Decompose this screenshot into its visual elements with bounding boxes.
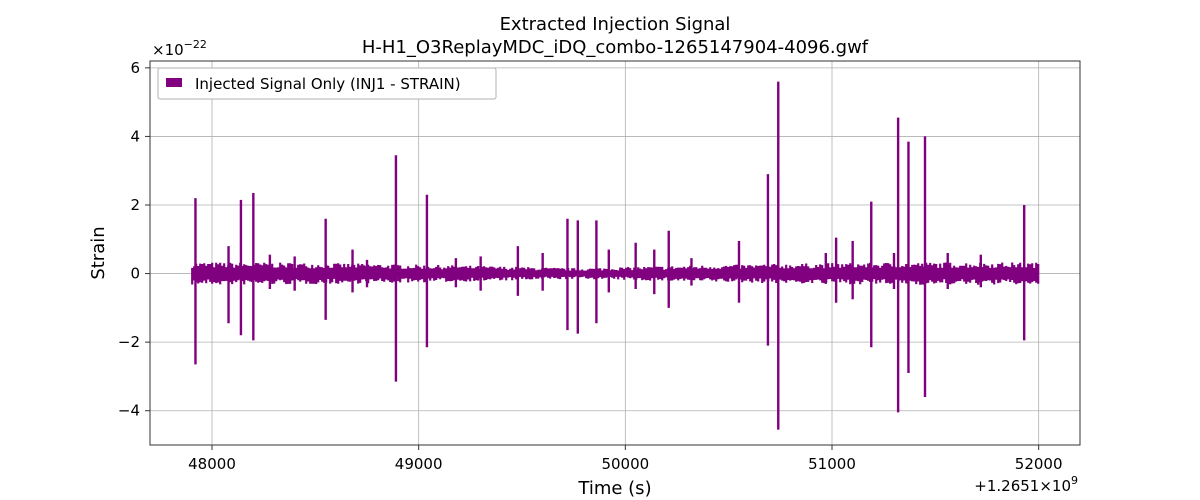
y-tick-label: −2	[118, 333, 140, 351]
y-axis-ticks: −4 −2 0 2 4 6	[118, 59, 150, 420]
x-tick-label: 50000	[601, 455, 649, 473]
y-tick-label: 0	[130, 265, 140, 283]
y-tick-label: −4	[118, 402, 140, 420]
y-tick-label: 4	[130, 127, 140, 145]
plot-area: 48000 49000 50000 51000 52000 −4 −2 0 2 4 6	[118, 59, 1081, 473]
x-tick-label: 48000	[188, 455, 236, 473]
y-scale-exponent: −22	[184, 38, 207, 51]
x-offset-exponent: 9	[1071, 474, 1078, 487]
plot-background	[150, 61, 1080, 445]
plot-frame	[149, 60, 1081, 446]
y-scale-multiplier: ×10−22	[152, 38, 207, 59]
chart-subtitle: H-H1_O3ReplayMDC_iDQ_combo-1265147904-40…	[362, 37, 869, 58]
legend-box	[157, 67, 497, 100]
x-offset-label: +1.2651×109	[974, 474, 1078, 495]
y-scale-base: ×10	[152, 41, 184, 59]
signal-series	[191, 81, 1040, 430]
legend: Injected Signal Only (INJ1 - STRAIN)	[157, 67, 497, 100]
legend-label: Injected Signal Only (INJ1 - STRAIN)	[195, 75, 461, 93]
chart-title: Extracted Injection Signal	[500, 14, 731, 35]
x-tick-label: 52000	[1015, 455, 1063, 473]
x-tick-label: 51000	[808, 455, 856, 473]
x-tick-label: 49000	[395, 455, 443, 473]
x-axis-label: Time (s)	[577, 478, 651, 499]
x-axis-ticks: 48000 49000 50000 51000 52000	[188, 445, 1063, 473]
y-tick-label: 6	[130, 59, 140, 77]
y-tick-label: 2	[130, 196, 140, 214]
x-offset-base: +1.2651×10	[974, 477, 1071, 495]
legend-swatch	[166, 78, 182, 87]
y-axis-label: Strain	[88, 226, 109, 279]
